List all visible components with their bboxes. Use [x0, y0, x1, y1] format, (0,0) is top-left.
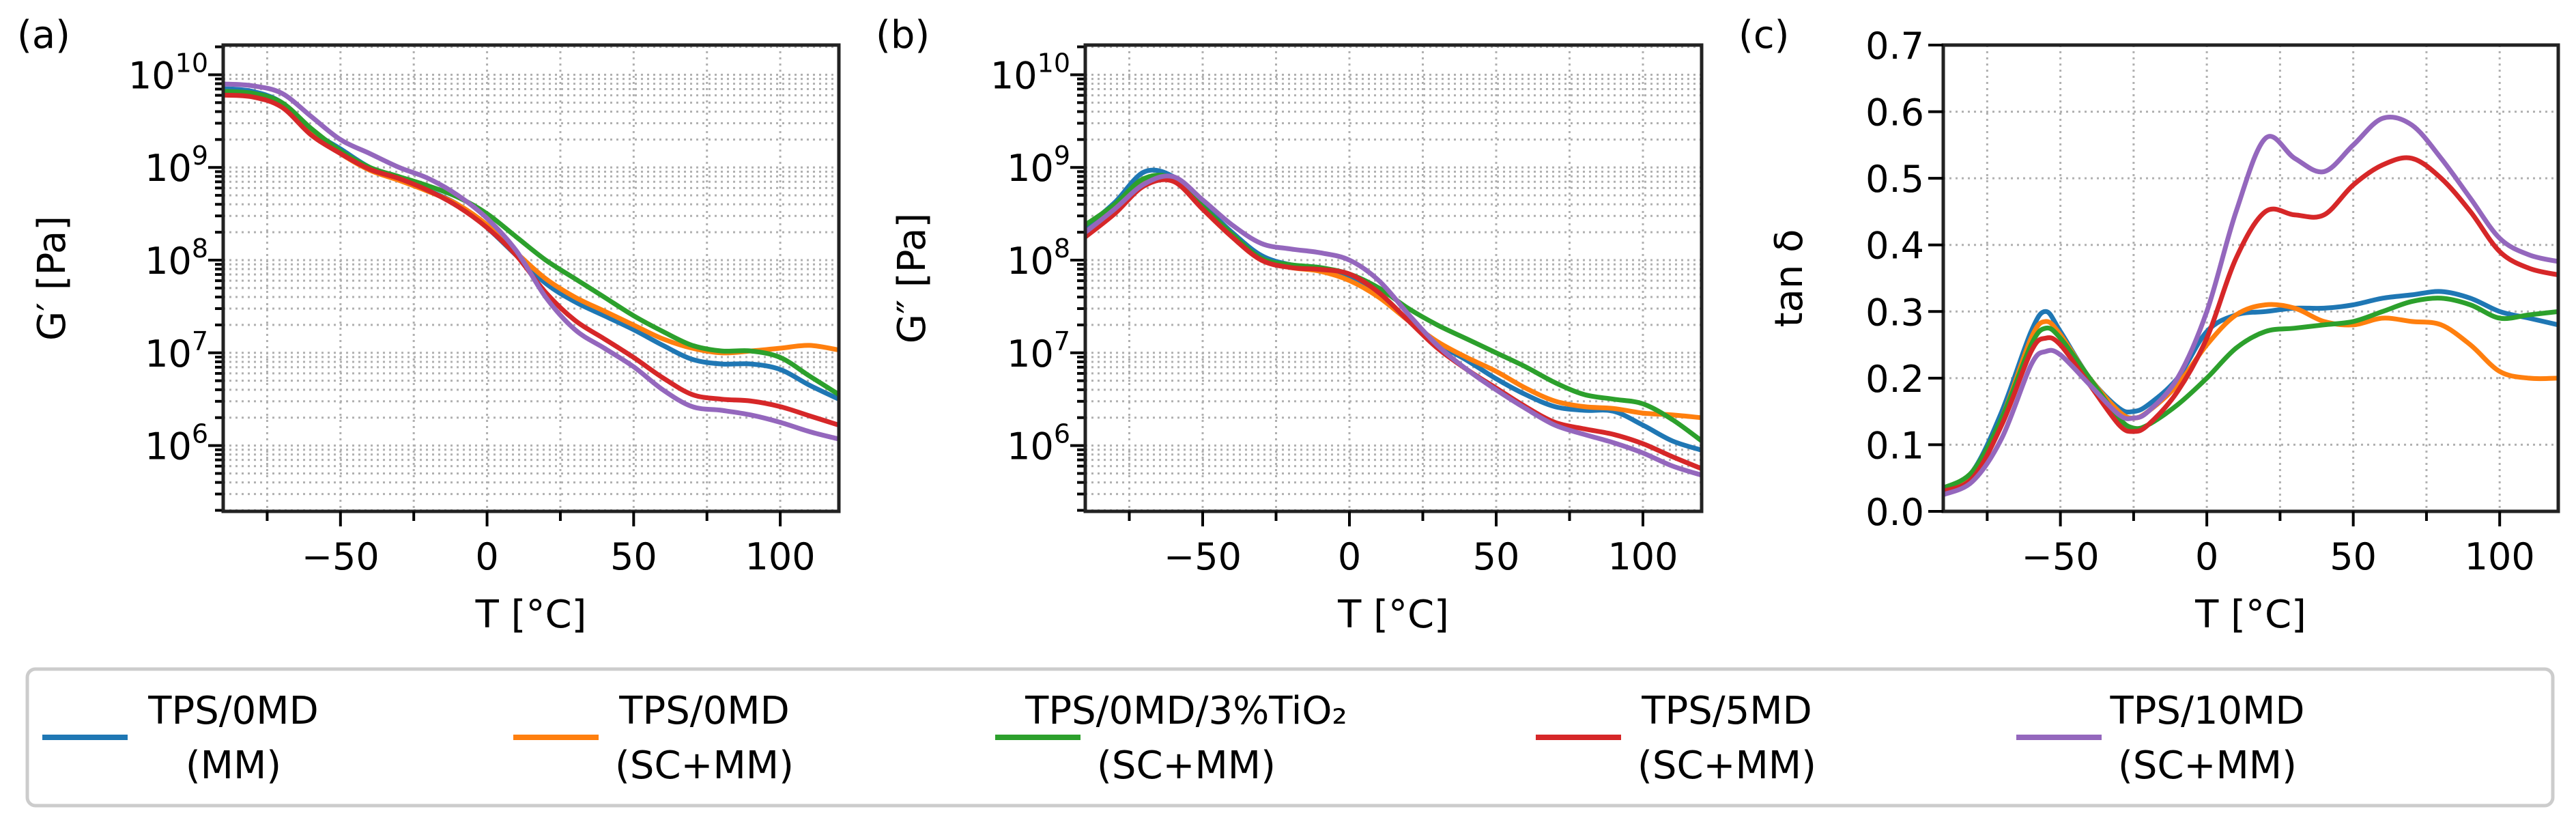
x-tick-label: −50 [1164, 535, 1242, 578]
y-tick-label: 1010 [128, 48, 208, 97]
series-line-3 [1943, 296, 2558, 491]
y-axis-label: G″ [Pa] [890, 213, 934, 343]
y-tick-label: 0.1 [1865, 424, 1924, 467]
legend-entry-1: TPS/0MD (MM) [42, 689, 319, 788]
series-line-2 [1943, 302, 2558, 494]
x-tick-label: −50 [2022, 535, 2100, 578]
y-tick-label: 0.3 [1865, 291, 1924, 334]
y-tick-label: 0.0 [1865, 491, 1924, 534]
y-tick-label: 0.5 [1865, 158, 1924, 201]
legend: TPS/0MD (MM) TPS/0MD (SC+MM) TPS/0MD/3%TiO₂ (… [25, 667, 2555, 808]
y-tick-label: 109 [1007, 141, 1070, 190]
y-tick-label: 0.2 [1865, 358, 1924, 401]
y-axis-label: G′ [Pa] [30, 216, 74, 341]
y-axis-label: tan δ [1767, 229, 1812, 328]
series-line-5 [1085, 173, 1702, 478]
x-tick-label: 50 [1473, 535, 1520, 578]
series-line-4 [1943, 155, 2558, 494]
series-line-5 [1943, 114, 2558, 497]
legend-label-line2: (SC+MM) [2118, 743, 2297, 788]
axes-frame [221, 43, 841, 513]
legend-entry-3: TPS/0MD/3%TiO₂ (SC+MM) [995, 689, 1347, 788]
panel-label: (b) [876, 13, 930, 57]
x-tick-label: 0 [2195, 535, 2218, 578]
legend-label-line2: (MM) [186, 743, 281, 788]
legend-label-line1: TPS/5MD [1641, 689, 1812, 733]
y-tick-label: 0.4 [1865, 225, 1924, 268]
y-tick-label: 107 [145, 326, 208, 375]
series-line-1 [1943, 289, 2558, 494]
x-tick-label: 50 [610, 535, 657, 578]
x-tick-label: 0 [1338, 535, 1361, 578]
series-line-5 [223, 81, 839, 442]
legend-entry-2: TPS/0MD (SC+MM) [513, 689, 794, 788]
y-tick-label: 106 [1007, 419, 1070, 468]
y-tick-label: 0.6 [1865, 91, 1924, 134]
legend-label-line1: TPS/10MD [2109, 689, 2304, 733]
y-tick-label: 107 [1007, 326, 1070, 375]
y-tick-label: 108 [145, 233, 208, 283]
legend-entry-5: TPS/10MD (SC+MM) [2016, 689, 2305, 788]
panel-label: (c) [1738, 13, 1789, 57]
legend-label-line2: (SC+MM) [1097, 743, 1276, 788]
y-tick-label: 108 [1007, 233, 1070, 283]
legend-label-line2: (SC+MM) [1637, 743, 1816, 788]
series-line-3 [223, 89, 839, 397]
y-tick-label: 106 [145, 419, 208, 468]
x-tick-label: −50 [302, 535, 380, 578]
legend-label-line1: TPS/0MD/3%TiO₂ [1025, 689, 1347, 733]
panel-c: −50 0 50 100 0.0 0.1 0.2 0.3 0.4 0.5 0.6 0.7 T [°C] t… [1738, 13, 2560, 637]
axes-frame [1083, 43, 1704, 513]
grid [1943, 45, 2558, 511]
x-tick-label: 100 [1607, 535, 1678, 578]
panel-b: −50 0 50 100 106 107 108 109 1010 T [°C] G″ [Pa] (b… [876, 13, 1704, 637]
axes-frame [1941, 43, 2560, 513]
x-axis-label: T [°C] [1337, 593, 1449, 637]
legend-frame [25, 667, 2555, 808]
x-tick-label: 50 [2330, 535, 2377, 578]
x-tick-label: 100 [745, 535, 816, 578]
x-axis-label: T [°C] [475, 593, 587, 637]
panel-label: (a) [17, 13, 70, 57]
legend-label-line2: (SC+MM) [615, 743, 794, 788]
panel-a: −50 0 50 100 106 107 108 109 1010 T [°C] G′ [Pa] (a… [17, 13, 841, 637]
y-tick-label: 1010 [990, 48, 1070, 97]
legend-label-line1: TPS/0MD [618, 689, 789, 733]
y-tick-label: 0.7 [1865, 25, 1924, 68]
legend-entry-4: TPS/5MD (SC+MM) [1536, 689, 1816, 788]
x-tick-label: 100 [2465, 535, 2535, 578]
legend-label-line1: TPS/0MD [147, 689, 318, 733]
x-tick-label: 0 [475, 535, 498, 578]
series-line-4 [1085, 177, 1702, 471]
x-axis-label: T [°C] [2194, 593, 2306, 637]
y-tick-label: 109 [145, 141, 208, 190]
